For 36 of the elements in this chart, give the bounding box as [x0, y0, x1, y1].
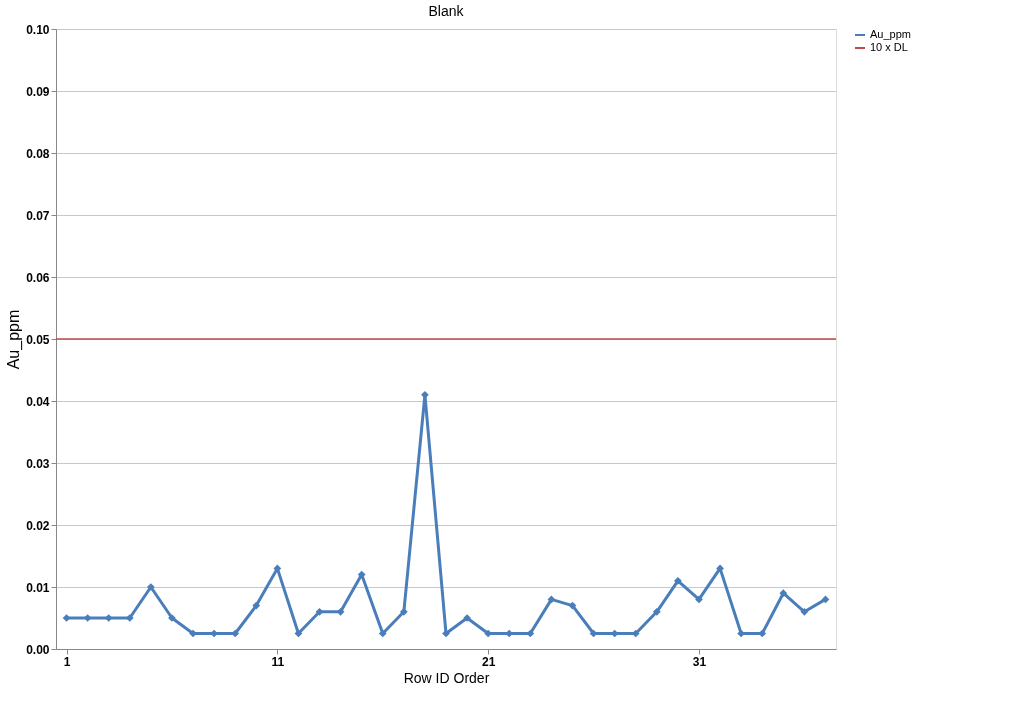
- point: [62, 614, 71, 622]
- y-tick-label: 0.04: [26, 394, 50, 409]
- legend-label: 10 x DL: [870, 41, 908, 53]
- y-axis-title: Au_ppm: [5, 309, 24, 370]
- point: [378, 629, 387, 638]
- y-tick-label: 0.03: [26, 456, 50, 471]
- y-tick-label: 0.10: [26, 22, 50, 37]
- y-tick-label: 0.08: [26, 146, 50, 161]
- chart-title: Blank: [428, 3, 465, 19]
- point: [821, 595, 830, 604]
- y-tick-label: 0.07: [26, 208, 50, 223]
- point: [146, 583, 155, 591]
- point: [357, 570, 366, 579]
- point: [695, 595, 703, 604]
- x-tick-label: 31: [692, 654, 707, 669]
- y-tick-label: 0.00: [26, 642, 50, 657]
- point: [652, 607, 661, 616]
- point: [252, 601, 261, 610]
- x-tick-label: 21: [481, 654, 496, 669]
- point: [547, 595, 556, 604]
- x-axis-title: Row ID Order: [403, 669, 490, 686]
- y-tick-label: 0.06: [26, 270, 50, 285]
- point: [674, 576, 682, 585]
- point: [779, 589, 788, 598]
- x-tick-label: 1: [63, 654, 71, 669]
- y-tick-label: 0.02: [26, 518, 50, 533]
- legend-label: Au_ppm: [870, 28, 911, 40]
- point: [336, 607, 345, 616]
- point: [421, 390, 429, 399]
- y-tick-label: 0.01: [26, 580, 50, 595]
- point: [189, 629, 197, 638]
- y-tick-label: 0.05: [26, 332, 50, 347]
- point: [800, 607, 809, 616]
- point: [315, 607, 324, 616]
- x-tick-label: 11: [271, 654, 285, 669]
- y-tick-label: 0.09: [26, 84, 50, 99]
